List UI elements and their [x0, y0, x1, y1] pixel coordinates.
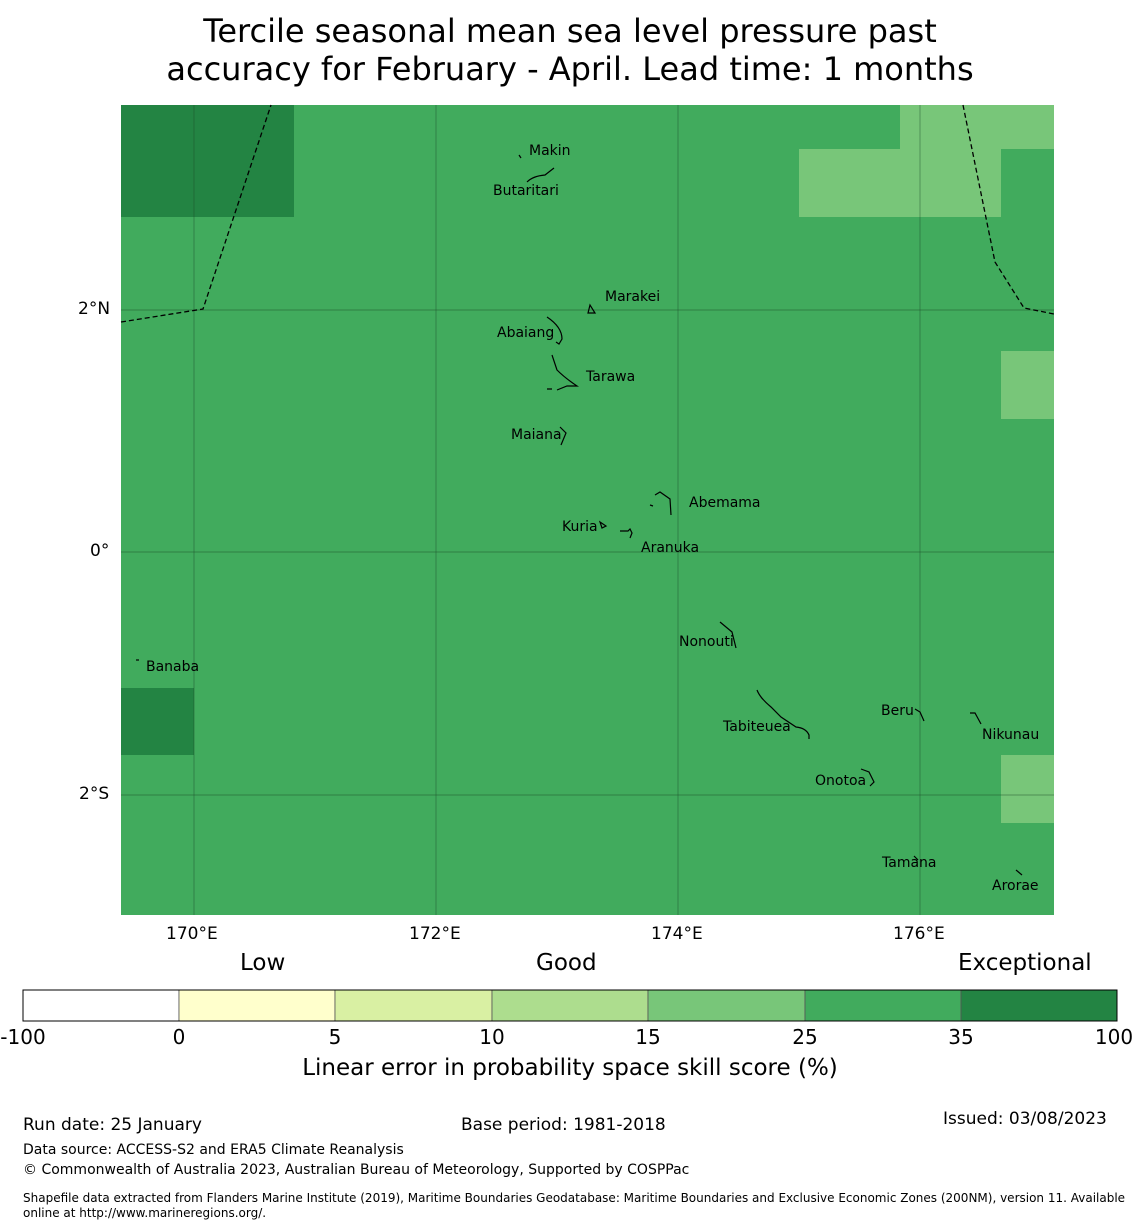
place-label: Makin — [529, 143, 571, 159]
island-abemama — [649, 491, 672, 516]
island-maiana — [556, 426, 567, 446]
cell-light — [1001, 755, 1054, 823]
island-tamana — [913, 855, 919, 861]
island-nikunau — [970, 712, 982, 725]
lat-label: 2°N — [78, 299, 111, 319]
run-date: Run date: 25 January — [23, 1115, 202, 1135]
eez-boundary-west — [120, 104, 272, 323]
island-tabiteuea — [756, 689, 810, 739]
title-line-2: accuracy for February - April. Lead time… — [166, 50, 974, 88]
colorbar-tick: 35 — [948, 1025, 974, 1049]
place-label: Nikunau — [982, 727, 1039, 743]
lon-label: 172°E — [409, 924, 461, 944]
eez-boundary-east — [962, 104, 1055, 315]
title-line-1: Tercile seasonal mean sea level pressure… — [203, 12, 937, 50]
place-label: Kuria — [562, 519, 598, 535]
base-period: Base period: 1981-2018 — [461, 1115, 666, 1135]
place-label: Nonouti — [679, 634, 734, 650]
colorbar — [22, 989, 1118, 1022]
island-onotoa — [860, 768, 875, 787]
colorbar-swatch — [491, 989, 649, 1022]
cell-exceptional — [121, 105, 294, 217]
shapefile-credit: Shapefile data extracted from Flanders M… — [23, 1191, 1126, 1220]
colorbar-swatch — [804, 989, 962, 1022]
place-label: Tamana — [881, 855, 936, 871]
island-butaritari — [526, 167, 555, 183]
data-source: Data source: ACCESS-S2 and ERA5 Climate … — [23, 1142, 404, 1158]
place-label: Tarawa — [585, 369, 635, 385]
colorbar-swatch — [647, 989, 806, 1022]
colorbar-category-good: Good — [536, 950, 597, 976]
island-makin — [518, 154, 522, 159]
colorbar-label: Linear error in probability space skill … — [302, 1055, 838, 1081]
cell-light — [1001, 351, 1054, 419]
lat-label: 2°S — [79, 784, 110, 804]
colorbar-swatch — [960, 989, 1118, 1022]
colorbar-swatch — [334, 989, 493, 1022]
colorbar-tick: -100 — [0, 1025, 46, 1049]
copyright: © Commonwealth of Australia 2023, Austra… — [23, 1162, 690, 1178]
colorbar-tick: 0 — [172, 1025, 186, 1049]
place-label: Abaiang — [497, 325, 554, 341]
colorbar-category-exceptional: Exceptional — [958, 950, 1092, 976]
island-abaiang — [546, 316, 563, 345]
island-marakei — [587, 303, 597, 314]
island-arorae — [1015, 869, 1023, 876]
place-label: Beru — [881, 703, 914, 719]
colorbar-swatch — [22, 989, 180, 1022]
colorbar-category-low: Low — [240, 950, 286, 976]
colorbar-tick: 10 — [479, 1025, 505, 1049]
colorbar-tick: 100 — [1094, 1025, 1134, 1049]
colorbar-swatch — [178, 989, 336, 1022]
cell-light — [799, 149, 1001, 217]
chart-title: Tercile seasonal mean sea level pressure… — [0, 12, 1140, 88]
colorbar-frame — [22, 989, 1118, 1022]
lon-label: 174°E — [651, 924, 703, 944]
cell-light — [900, 105, 1054, 149]
island-kuria — [598, 520, 608, 529]
colorbar-tick: 5 — [328, 1025, 342, 1049]
place-label: Onotoa — [815, 773, 866, 789]
place-label: Marakei — [605, 289, 660, 305]
colorbar-tick: 25 — [792, 1025, 818, 1049]
island-aranuka — [620, 527, 633, 539]
issued-date: Issued: 03/08/2023 — [943, 1109, 1107, 1129]
lat-label: 0° — [90, 541, 110, 561]
island-nonouti — [719, 621, 737, 649]
place-label: Tabiteuea — [722, 719, 791, 735]
place-label: Butaritari — [493, 183, 559, 199]
place-label: Aranuka — [641, 540, 699, 556]
lon-label: 176°E — [893, 924, 945, 944]
place-label: Arorae — [992, 878, 1039, 894]
place-label: Banaba — [146, 659, 199, 675]
place-label: Maiana — [511, 427, 562, 443]
colorbar-tick: 15 — [635, 1025, 661, 1049]
map-background — [121, 105, 1054, 915]
lon-label: 170°E — [166, 924, 218, 944]
cell-exceptional — [121, 688, 194, 755]
island-tarawa — [547, 354, 579, 391]
island-beru — [914, 708, 925, 722]
place-label: Abemama — [689, 495, 761, 511]
